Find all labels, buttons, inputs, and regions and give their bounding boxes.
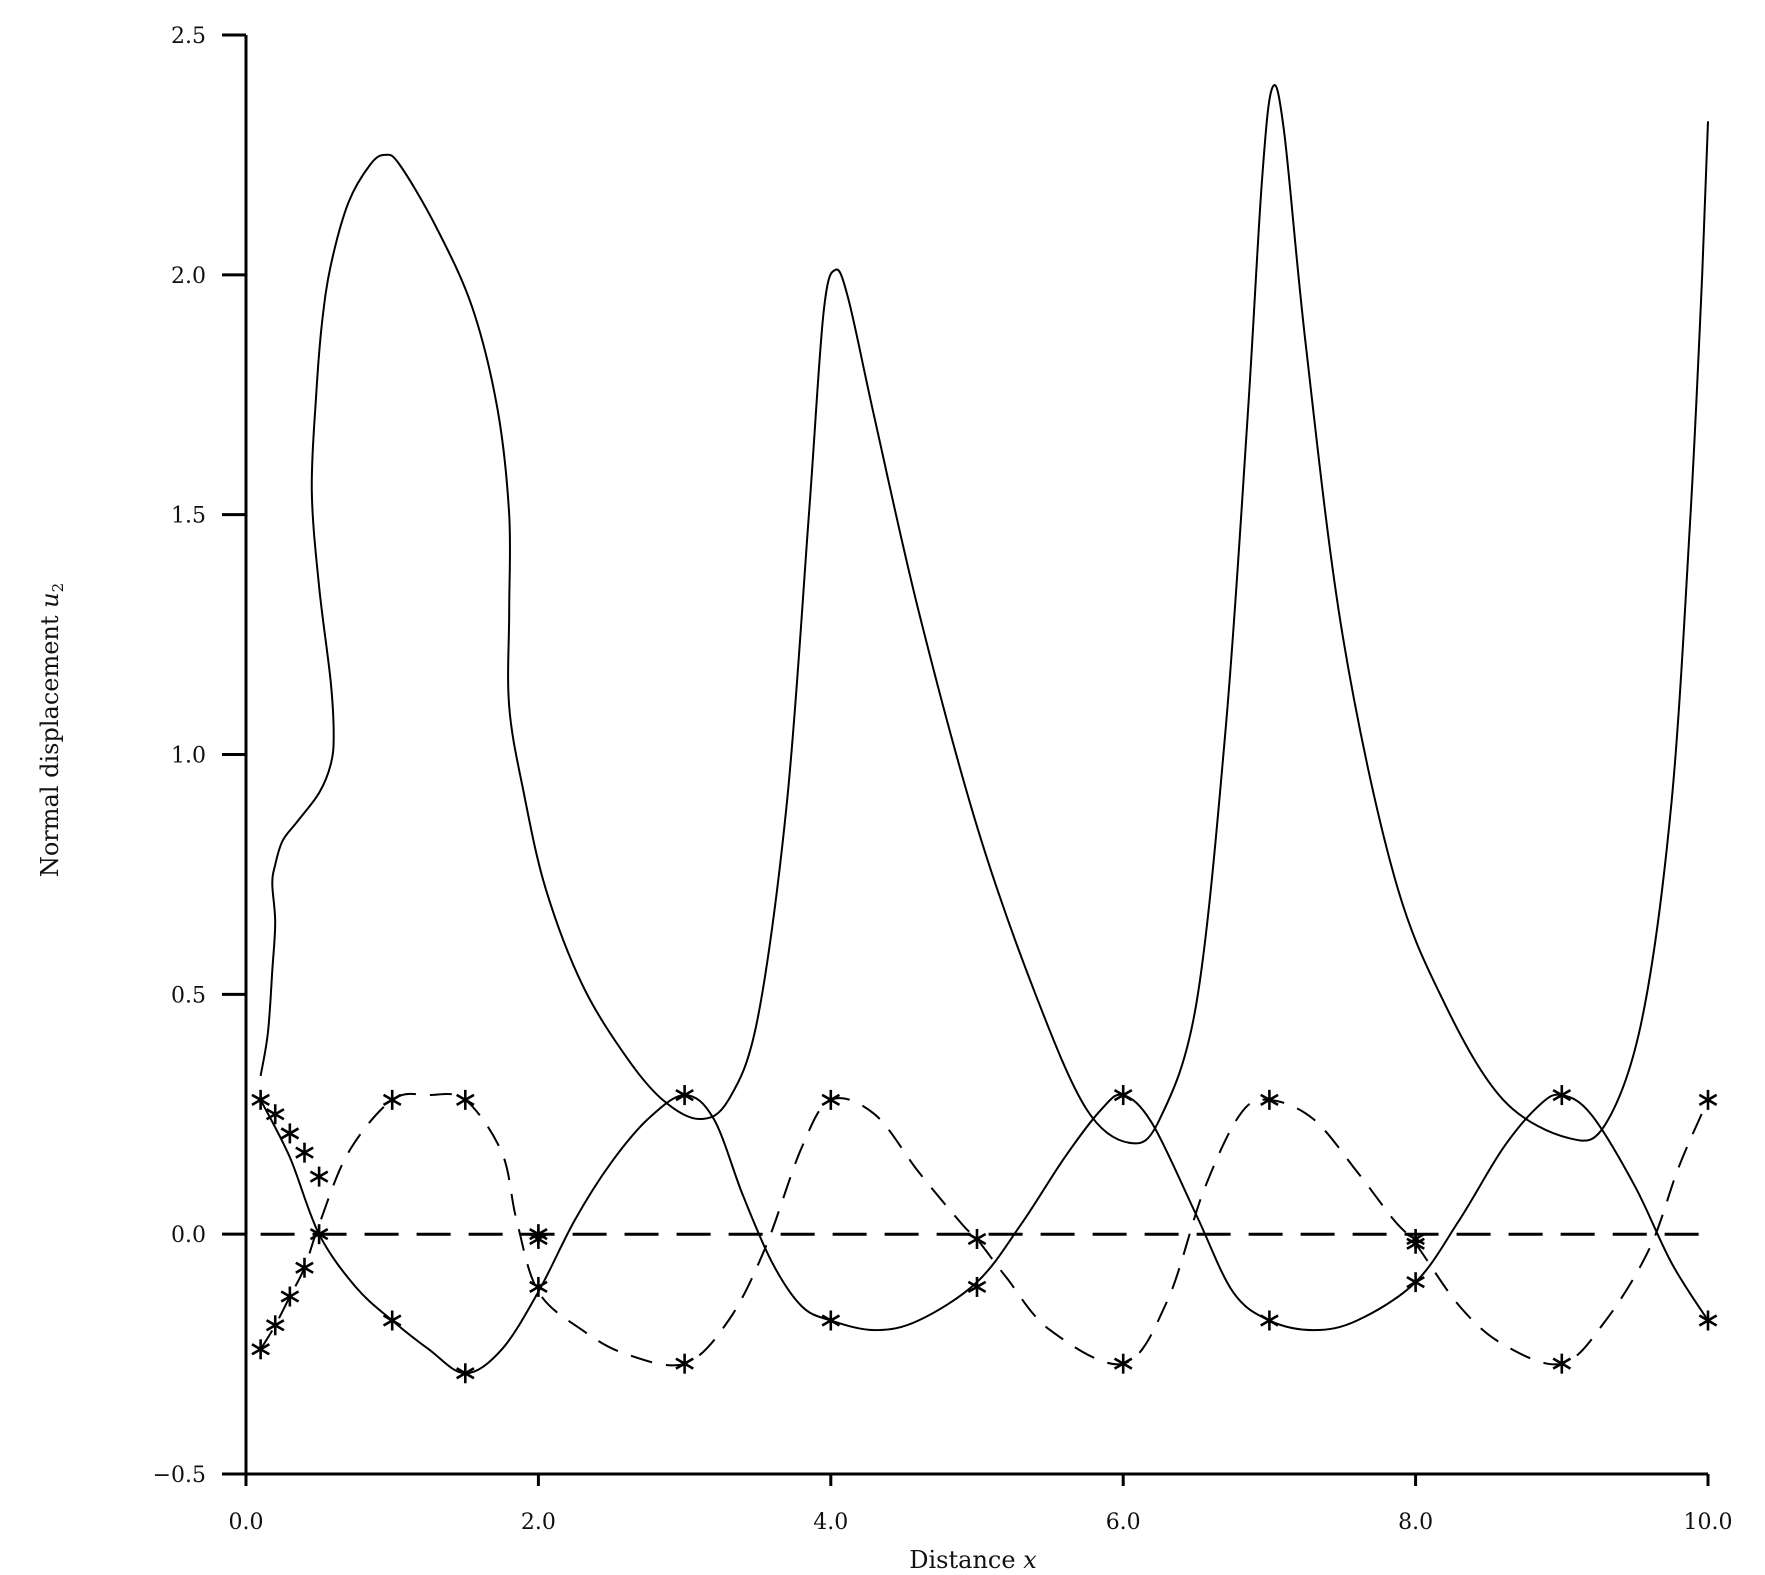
asterisk-marker (675, 1353, 694, 1374)
series-line-1 (259, 84, 1709, 1145)
asterisk-marker (675, 1085, 694, 1106)
asterisk-marker (309, 1166, 329, 1187)
y-tick-label: 1.0 (171, 744, 206, 769)
asterisk-marker (265, 1104, 285, 1125)
asterisk-marker (1406, 1272, 1425, 1293)
asterisk-marker (251, 1089, 270, 1110)
x-tick-label: 8.0 (1398, 1510, 1433, 1535)
y-tick-label: 2.0 (171, 264, 206, 289)
series-line-3 (259, 1092, 1709, 1367)
asterisk-marker (967, 1228, 987, 1249)
y-tick-label: 1.5 (171, 504, 206, 529)
asterisk-marker (295, 1257, 314, 1278)
series-group (259, 84, 1709, 1375)
x-axis-label: Distance x (909, 1546, 1037, 1574)
series-line-2 (259, 1093, 1709, 1375)
y-tick-label: −0.5 (153, 1463, 206, 1488)
y-tick-label: 0.5 (171, 983, 206, 1008)
axes: 0.0 2.0 4.0 6.0 8.0 10.0 −0.5 0.0 0.5 1.0 1.5 2.0 2.… (153, 24, 1733, 1535)
marker-group (251, 1085, 1718, 1384)
asterisk-marker (967, 1276, 987, 1297)
asterisk-marker (382, 1089, 402, 1110)
asterisk-marker (295, 1142, 314, 1163)
asterisk-marker (251, 1339, 270, 1360)
y-axis-label: Normal displacement u2 (36, 583, 67, 877)
asterisk-marker (1406, 1233, 1425, 1254)
asterisk-marker (821, 1310, 841, 1331)
y-tick-label: 0.0 (171, 1223, 206, 1248)
asterisk-marker (821, 1089, 841, 1110)
asterisk-marker (280, 1123, 300, 1144)
asterisk-marker (280, 1286, 300, 1307)
asterisk-marker (1113, 1353, 1133, 1374)
asterisk-marker (529, 1228, 548, 1249)
asterisk-marker (455, 1363, 475, 1384)
asterisk-marker (529, 1276, 548, 1297)
x-tick-label: 4.0 (813, 1510, 848, 1535)
asterisk-marker (309, 1224, 329, 1245)
asterisk-marker (1260, 1310, 1279, 1331)
asterisk-marker (382, 1310, 402, 1331)
asterisk-marker (455, 1089, 475, 1110)
asterisk-marker (1698, 1089, 1718, 1110)
asterisk-marker (1698, 1310, 1718, 1331)
asterisk-marker (265, 1315, 285, 1336)
asterisk-marker (1552, 1085, 1572, 1106)
x-tick-label: 2.0 (521, 1510, 556, 1535)
x-tick-label: 0.0 (229, 1510, 264, 1535)
x-tick-label: 10.0 (1684, 1510, 1733, 1535)
asterisk-marker (1260, 1089, 1279, 1110)
asterisk-marker (1113, 1085, 1133, 1106)
x-tick-label: 6.0 (1106, 1510, 1141, 1535)
asterisk-marker (1552, 1353, 1572, 1374)
y-tick-label: 2.5 (171, 24, 206, 49)
